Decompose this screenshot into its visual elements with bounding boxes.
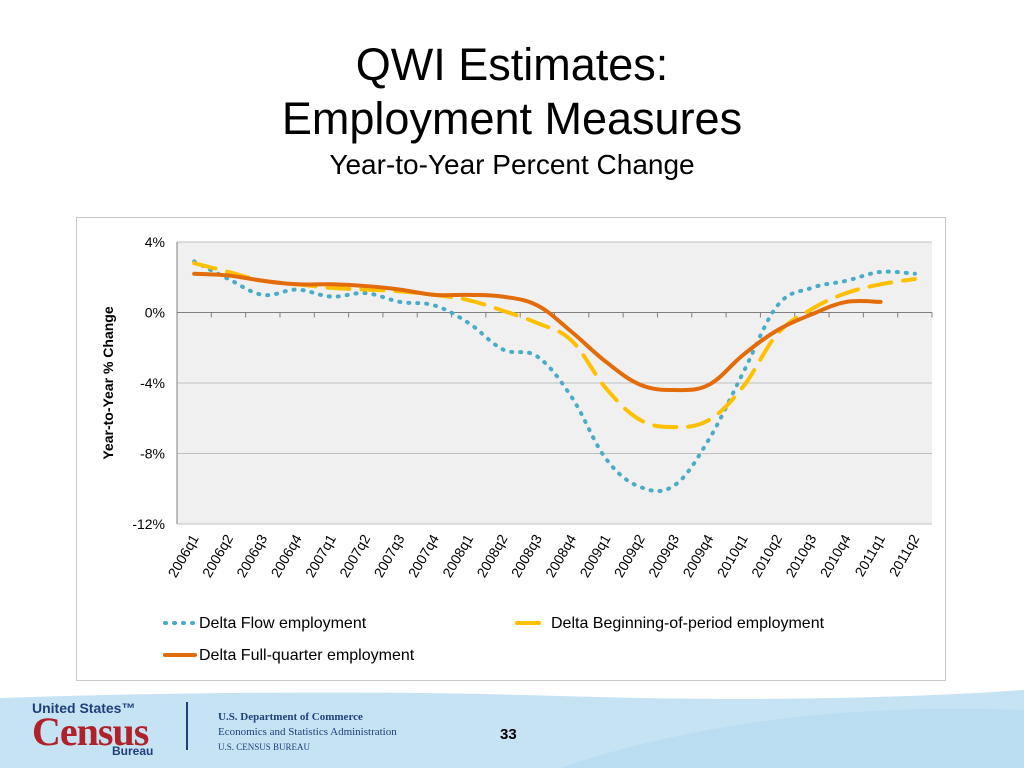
- legend-label: Delta Full-quarter employment: [199, 647, 415, 664]
- x-tick-label: 2006q1: [165, 531, 202, 580]
- x-tick-label: 2006q4: [267, 531, 304, 580]
- x-tick-label: 2009q4: [679, 531, 716, 580]
- dept-line-1: U.S. Department of Commerce: [218, 711, 363, 723]
- x-tick-label: 2008q4: [542, 531, 579, 580]
- series-line-3: [192, 271, 883, 393]
- legend-label: Delta Beginning-of-period employment: [551, 615, 825, 632]
- page-number: 33: [500, 726, 517, 743]
- x-tick-label: 2006q2: [199, 531, 236, 580]
- title-line-1: QWI Estimates:: [355, 39, 669, 90]
- y-tick-label: 4%: [145, 234, 165, 250]
- logo-top-text: United States™: [32, 700, 136, 716]
- x-tick-label: 2007q2: [336, 531, 373, 580]
- x-tick-label: 2007q3: [370, 531, 407, 580]
- x-tick-label: 2007q4: [405, 531, 442, 580]
- footer-wave-band: [0, 690, 1024, 768]
- x-tick-label: 2008q3: [508, 531, 545, 580]
- y-tick-label: -4%: [140, 375, 165, 391]
- x-tick-label: 2011q1: [851, 531, 888, 579]
- footer-divider: [186, 702, 188, 750]
- logo-bureau-text: Bureau: [112, 744, 154, 758]
- dept-line-2: Economics and Statistics Administration: [218, 726, 397, 738]
- line-chart: 4%0%-4%-8%-12%2006q12006q22006q32006q420…: [100, 234, 933, 664]
- department-info: U.S. Department of Commerce Economics an…: [218, 710, 397, 755]
- x-tick-label: 2009q2: [611, 531, 648, 580]
- x-tick-label: 2010q2: [748, 531, 785, 580]
- logo-census-text: Census: [32, 709, 149, 754]
- chart-area: 4% 0% -4% -8% -12% 2006q1 2006q2 2006q3 2006q4 20…: [76, 217, 946, 681]
- y-tick-label: -12%: [132, 516, 165, 532]
- x-tick-label: 2011q2: [886, 531, 923, 579]
- y-tick-label: 0%: [145, 305, 165, 321]
- x-tick-label: 2009q1: [576, 531, 613, 580]
- x-tick-label: 2009q3: [645, 531, 682, 580]
- series-line-1: [192, 259, 917, 494]
- census-bureau-logo: United States™ Census Bureau: [32, 700, 172, 758]
- x-tick-label: 2008q1: [439, 531, 476, 580]
- dept-line-3: U.S. CENSUS BUREAU: [218, 742, 311, 752]
- x-tick-label: 2010q1: [714, 531, 751, 580]
- x-tick-label: 2007q1: [302, 531, 339, 580]
- x-tick-label: 2006q3: [233, 531, 270, 580]
- legend-label: Delta Flow employment: [199, 615, 367, 632]
- x-tick-label: 2010q3: [782, 531, 819, 580]
- y-axis-title: Year-to-Year % Change: [100, 306, 116, 459]
- x-tick-label: 2008q2: [473, 531, 510, 580]
- title-line-2: Employment Measures: [281, 93, 743, 144]
- x-tick-label: 2010q4: [817, 531, 854, 580]
- y-tick-label: -8%: [140, 446, 165, 462]
- slide-subtitle: Year-to-Year Percent Change: [329, 149, 695, 180]
- slide-title: QWI Estimates: Employment Measures Year-…: [0, 38, 1024, 182]
